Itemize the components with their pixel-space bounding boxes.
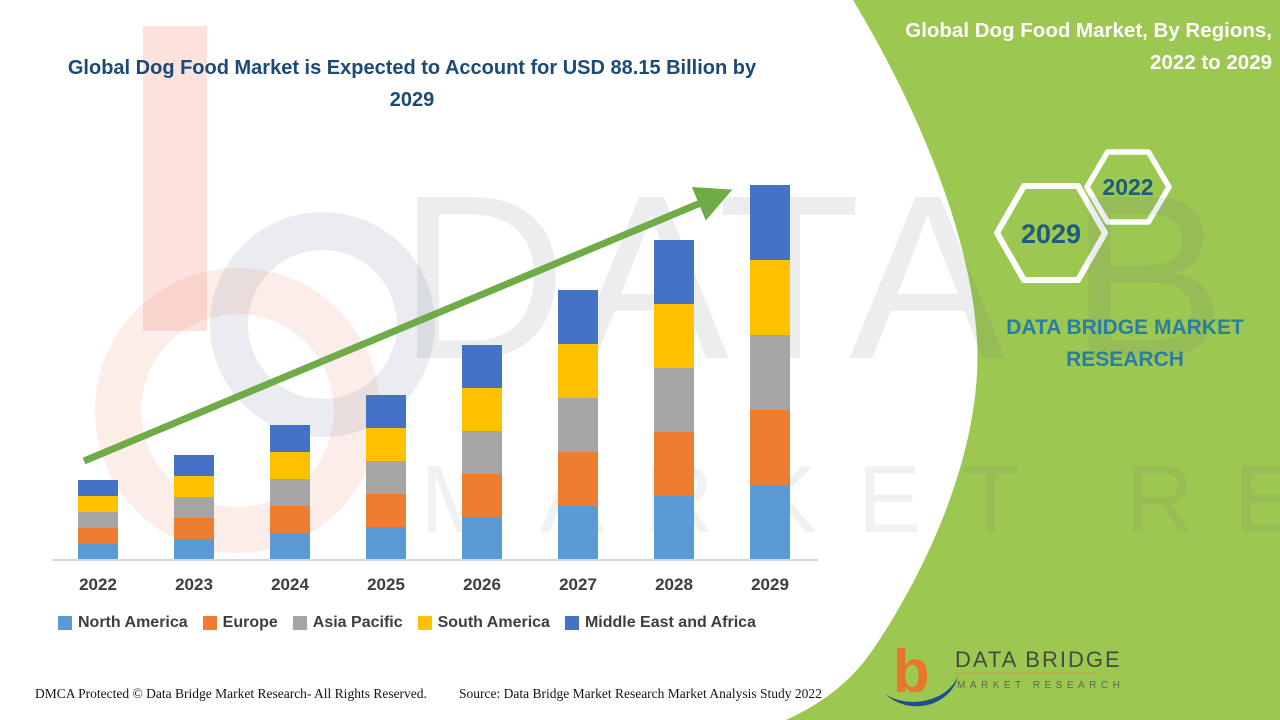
chart-title: Global Dog Food Market is Expected to Ac… (67, 57, 757, 111)
legend-label: Asia Pacific (312, 614, 403, 631)
bar-segment-2028-europe (654, 432, 694, 496)
logo-b-glyph: b (893, 638, 930, 705)
x-label-2029: 2029 (751, 575, 789, 594)
legend-swatch (564, 616, 579, 630)
bar-segment-2028-north-america (654, 496, 694, 560)
bar-2028 (654, 240, 694, 560)
legend-swatch (417, 616, 432, 630)
bar-segment-2022-asia-pacific (78, 512, 118, 528)
bar-segment-2022-north-america (78, 544, 118, 560)
logo-primary-text: DATA BRIDGE (955, 647, 1122, 672)
bar-segment-2025-europe (366, 494, 406, 527)
bar-segment-2029-south-america (750, 260, 790, 335)
company-logo: b DATA BRIDGE MARKET RESEARCH (885, 638, 1124, 707)
legend-label: North America (78, 614, 188, 631)
bar-segment-2023-middle-east-and-africa (174, 455, 214, 476)
x-label-2026: 2026 (463, 575, 501, 594)
bar-segment-2024-europe (270, 506, 310, 533)
x-label-2024: 2024 (271, 575, 309, 594)
x-axis-line (52, 559, 818, 561)
bar-segment-2025-middle-east-and-africa (366, 395, 406, 428)
hexagon-large-year: 2029 (1020, 219, 1082, 249)
x-label-2022: 2022 (79, 575, 117, 594)
bar-segment-2024-north-america (270, 533, 310, 560)
bar-segment-2024-asia-pacific (270, 479, 310, 506)
bar-segment-2029-middle-east-and-africa (750, 185, 790, 260)
bar-segment-2026-north-america (462, 517, 502, 560)
bar-segment-2022-south-america (78, 496, 118, 512)
bar-segment-2025-north-america (366, 527, 406, 560)
bar-2027 (558, 290, 598, 560)
bar-segment-2027-europe (558, 452, 598, 506)
bar-segment-2023-north-america (174, 539, 214, 560)
bar-segment-2026-europe (462, 474, 502, 517)
bar-segment-2028-asia-pacific (654, 368, 694, 432)
bars-layer (55, 184, 820, 560)
legend-item-north-america: North America (58, 614, 188, 632)
bar-segment-2029-europe (750, 410, 790, 485)
bar-segment-2025-asia-pacific (366, 461, 406, 494)
bar-segment-2022-europe (78, 528, 118, 544)
legend-label: Europe (222, 614, 278, 631)
bar-2022 (78, 480, 118, 560)
bar-2026 (462, 345, 502, 560)
legend-swatch (202, 616, 217, 630)
bar-segment-2026-middle-east-and-africa (462, 345, 502, 388)
bar-2029 (750, 185, 790, 560)
bar-segment-2023-europe (174, 518, 214, 539)
bar-segment-2026-asia-pacific (462, 431, 502, 474)
bar-segment-2023-asia-pacific (174, 497, 214, 518)
logo-swoosh (885, 676, 958, 707)
bar-segment-2027-asia-pacific (558, 398, 598, 452)
hexagon-small-year: 2022 (1102, 174, 1154, 200)
bar-2023 (174, 455, 214, 560)
x-axis-labels: 2022 2023 2024 2025 2026 2027 2028 2029 (55, 575, 820, 599)
legend: North America Europe Asia Pacific South Ame… (58, 614, 822, 632)
bar-segment-2024-middle-east-and-africa (270, 425, 310, 452)
legend-item-europe: Europe (202, 614, 278, 632)
legend-label: Middle East and Africa (584, 614, 756, 631)
x-label-2027: 2027 (559, 575, 597, 594)
legend-item-asia-pacific: Asia Pacific (292, 614, 403, 632)
bar-2024 (270, 425, 310, 560)
legend-label: South America (437, 614, 550, 631)
bar-segment-2027-middle-east-and-africa (558, 290, 598, 344)
bar-2025 (366, 395, 406, 560)
bar-segment-2024-south-america (270, 452, 310, 479)
bar-segment-2026-south-america (462, 388, 502, 431)
brand-name: DATA BRIDGE MARKET RESEARCH (1006, 316, 1244, 371)
bar-segment-2025-south-america (366, 428, 406, 461)
x-label-2028: 2028 (655, 575, 693, 594)
bar-segment-2028-middle-east-and-africa (654, 240, 694, 304)
bar-segment-2023-south-america (174, 476, 214, 497)
bar-segment-2022-middle-east-and-africa (78, 480, 118, 496)
footer-dmca: DMCA Protected © Data Bridge Market Rese… (35, 686, 427, 701)
bar-segment-2027-north-america (558, 506, 598, 560)
legend-item-middle-east-and-africa: Middle East and Africa (564, 614, 756, 632)
hexagon-small (1084, 149, 1172, 225)
panel-heading: Global Dog Food Market, By Regions, 2022… (905, 19, 1272, 74)
logo-secondary-text: MARKET RESEARCH (957, 680, 1124, 691)
footer-source: Source: Data Bridge Market Research Mark… (459, 686, 822, 701)
bar-segment-2027-south-america (558, 344, 598, 398)
x-label-2025: 2025 (367, 575, 405, 594)
bar-segment-2029-asia-pacific (750, 335, 790, 410)
hexagon-large (994, 183, 1108, 283)
x-label-2023: 2023 (175, 575, 213, 594)
legend-swatch (58, 616, 72, 630)
bar-segment-2029-north-america (750, 485, 790, 560)
bar-segment-2028-south-america (654, 304, 694, 368)
legend-swatch (292, 616, 307, 630)
legend-item-south-america: South America (417, 614, 550, 632)
